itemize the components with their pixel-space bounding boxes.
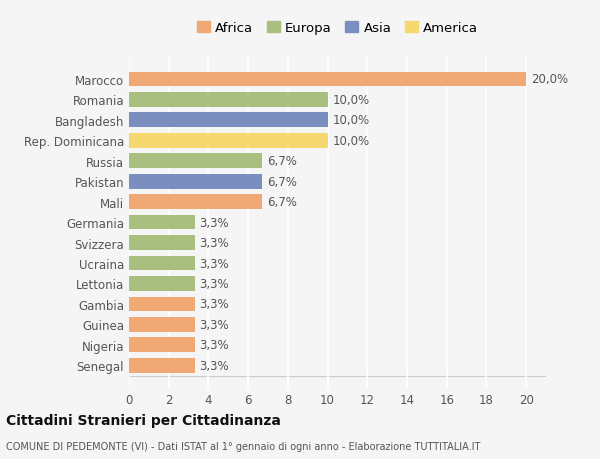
Text: 6,7%: 6,7%: [267, 155, 297, 168]
Bar: [129, 256, 194, 271]
Bar: [129, 297, 194, 312]
Bar: [129, 73, 526, 87]
Text: 10,0%: 10,0%: [332, 134, 370, 147]
Bar: [129, 358, 194, 373]
Text: 3,3%: 3,3%: [199, 318, 229, 331]
Bar: [129, 154, 262, 169]
Text: 3,3%: 3,3%: [199, 236, 229, 250]
Text: 6,7%: 6,7%: [267, 175, 297, 188]
Text: 3,3%: 3,3%: [199, 216, 229, 229]
Text: 3,3%: 3,3%: [199, 359, 229, 372]
Text: 10,0%: 10,0%: [332, 114, 370, 127]
Bar: [129, 338, 194, 353]
Text: 3,3%: 3,3%: [199, 277, 229, 291]
Bar: [129, 113, 328, 128]
Text: 20,0%: 20,0%: [531, 73, 568, 86]
Text: 3,3%: 3,3%: [199, 257, 229, 270]
Bar: [129, 276, 194, 291]
Bar: [129, 93, 328, 107]
Text: COMUNE DI PEDEMONTE (VI) - Dati ISTAT al 1° gennaio di ogni anno - Elaborazione : COMUNE DI PEDEMONTE (VI) - Dati ISTAT al…: [6, 441, 481, 451]
Bar: [129, 195, 262, 210]
Bar: [129, 174, 262, 189]
Bar: [129, 215, 194, 230]
Text: 6,7%: 6,7%: [267, 196, 297, 209]
Text: 10,0%: 10,0%: [332, 94, 370, 106]
Text: 3,3%: 3,3%: [199, 298, 229, 311]
Bar: [129, 317, 194, 332]
Text: 3,3%: 3,3%: [199, 339, 229, 352]
Bar: [129, 134, 328, 148]
Text: Cittadini Stranieri per Cittadinanza: Cittadini Stranieri per Cittadinanza: [6, 414, 281, 428]
Bar: [129, 235, 194, 250]
Legend: Africa, Europa, Asia, America: Africa, Europa, Asia, America: [193, 18, 482, 39]
